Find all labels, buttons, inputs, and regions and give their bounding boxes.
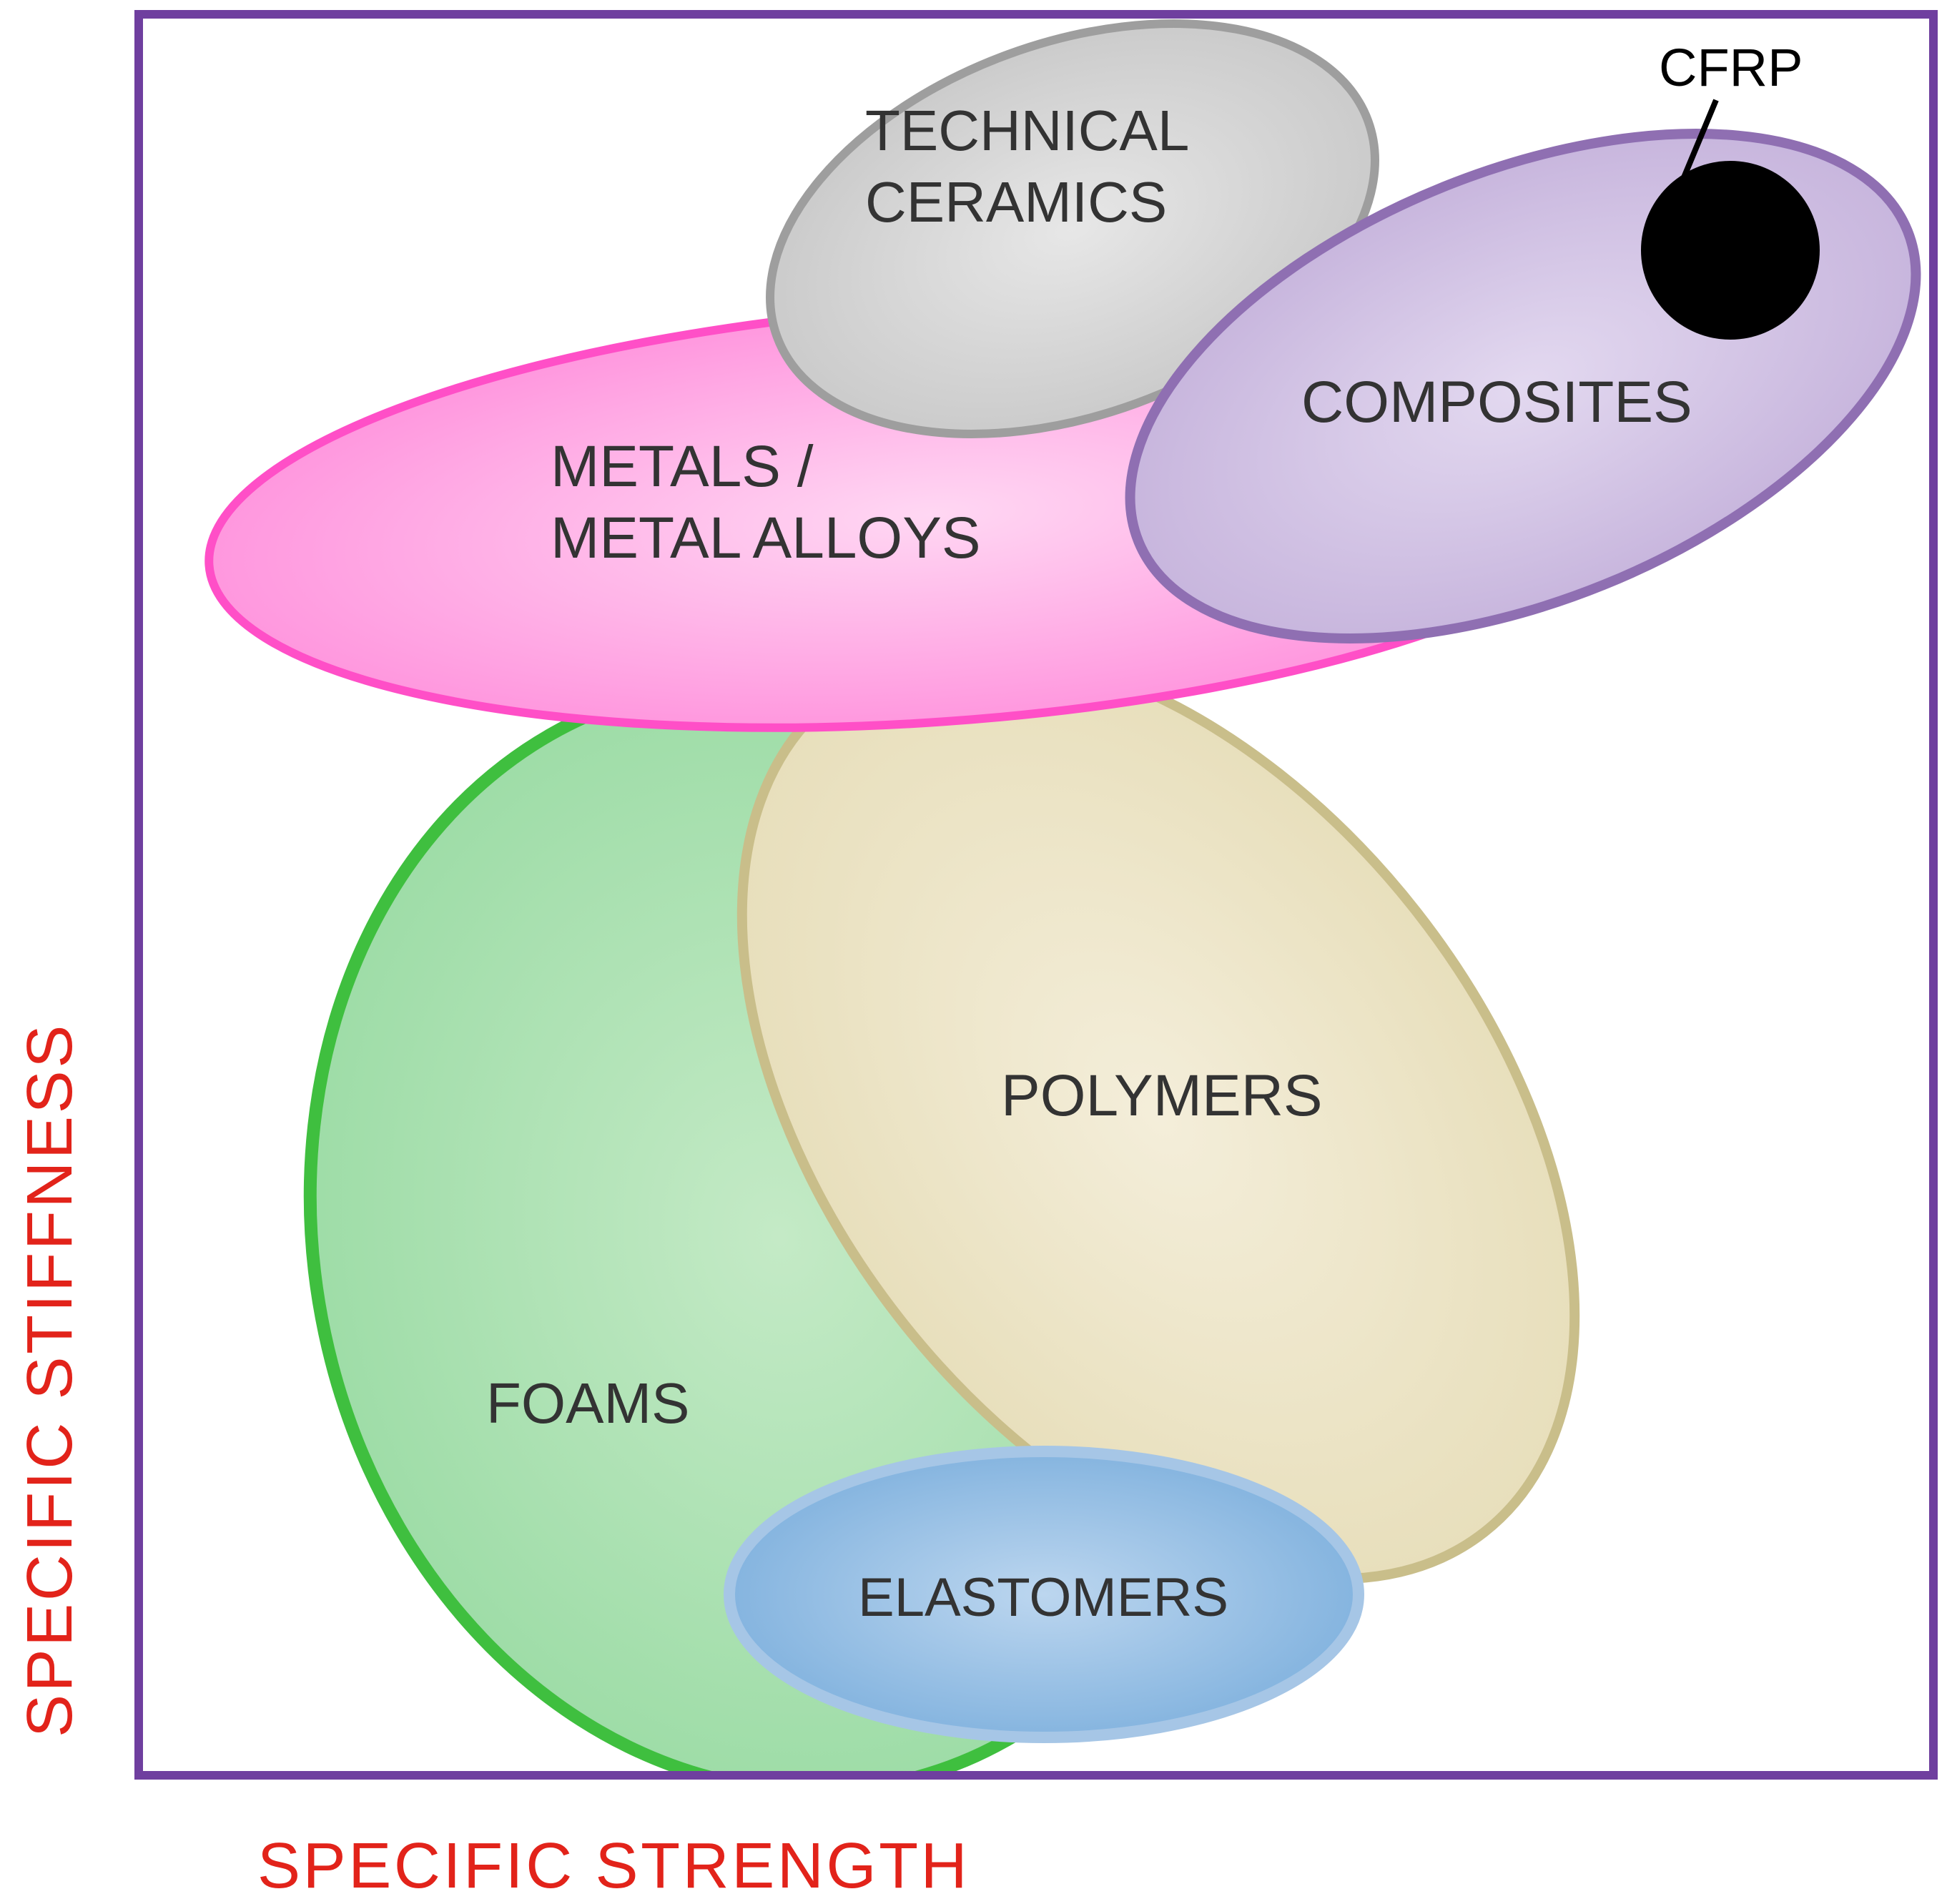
x-axis-label: SPECIFIC STRENGTH: [257, 1830, 970, 1902]
label-polymers: POLYMERS: [1001, 1063, 1323, 1128]
ashby-chart-svg: FOAMSPOLYMERSELASTOMERSMETALS /METAL ALL…: [0, 0, 1952, 1904]
label-composites: COMPOSITES: [1301, 370, 1692, 435]
label-foams: FOAMS: [486, 1371, 689, 1435]
ashby-chart: FOAMSPOLYMERSELASTOMERSMETALS /METAL ALL…: [0, 0, 1952, 1904]
y-axis-label: SPECIFIC STIFFNESS: [14, 1022, 86, 1737]
label-cfrp: CFRP: [1659, 38, 1803, 97]
label-elastomers: ELASTOMERS: [858, 1567, 1228, 1628]
cfrp-marker: [1641, 161, 1820, 340]
